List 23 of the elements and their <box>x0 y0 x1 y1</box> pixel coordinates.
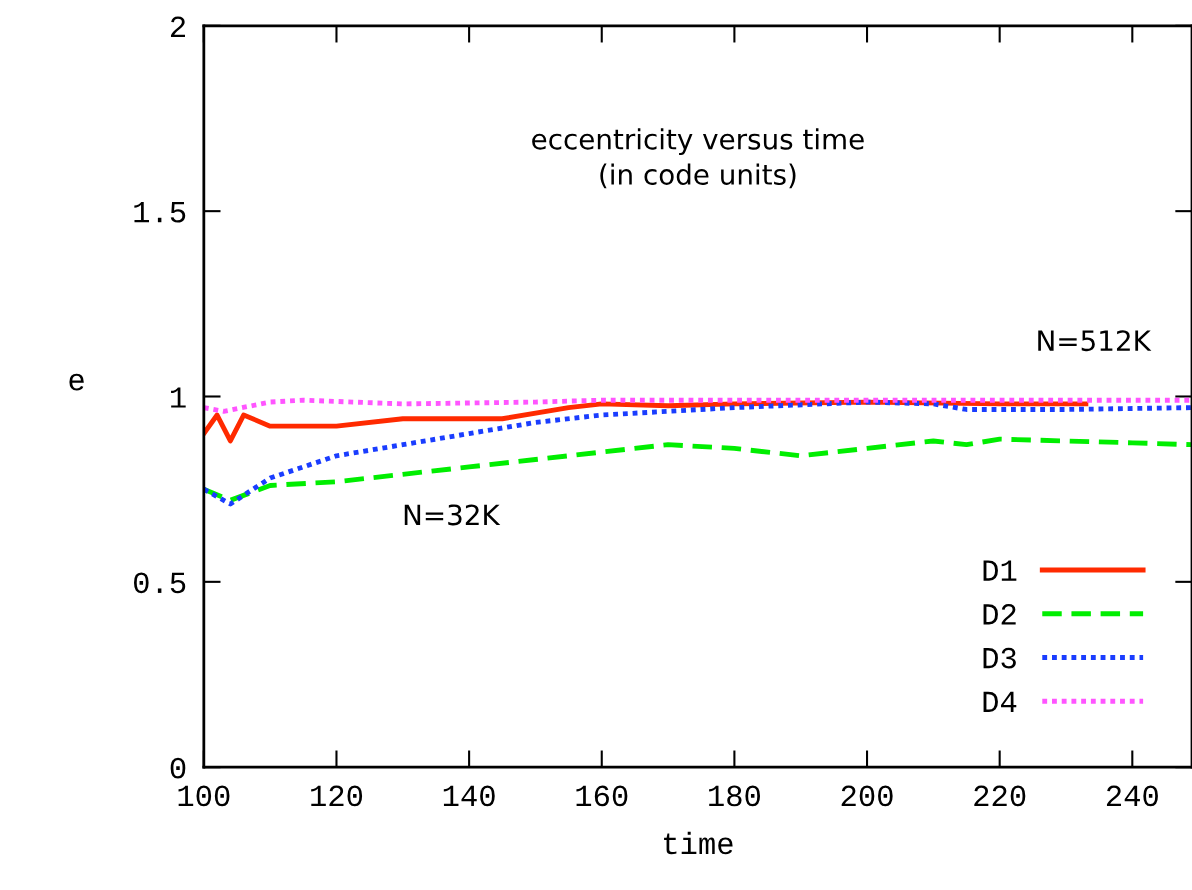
x-axis-title: time <box>664 831 733 855</box>
line-series <box>203 397 1192 414</box>
text: eccentricity versus time (in code units) <box>532 128 864 189</box>
x-tick-label: 220 <box>974 785 1026 807</box>
annotation: N=512K <box>1038 330 1152 352</box>
legend-label: D1 <box>983 560 1017 581</box>
y-tick-label: 0 <box>170 757 186 779</box>
y-axis-title: e <box>69 373 84 391</box>
y-tick-label: 0.5 <box>134 572 186 594</box>
x-tick-label: 160 <box>576 785 628 807</box>
legend-label: D3 <box>983 647 1016 669</box>
x-tick-label: 200 <box>841 785 893 807</box>
x-tick-label: 100 <box>178 785 230 807</box>
y-tick-label: 2 <box>170 16 185 37</box>
legend-label: D2 <box>983 603 1016 625</box>
y-tick-label: 1 <box>171 387 186 408</box>
legend-label: D4 <box>983 691 1017 712</box>
x-tick-label: 240 <box>1106 785 1158 807</box>
x-tick-label: 180 <box>709 785 761 807</box>
x-tick-label: 120 <box>311 785 363 807</box>
x-tick-label: 140 <box>443 785 495 807</box>
y-tick-label: 1.5 <box>134 202 186 223</box>
annotation: N=32K <box>404 504 501 526</box>
